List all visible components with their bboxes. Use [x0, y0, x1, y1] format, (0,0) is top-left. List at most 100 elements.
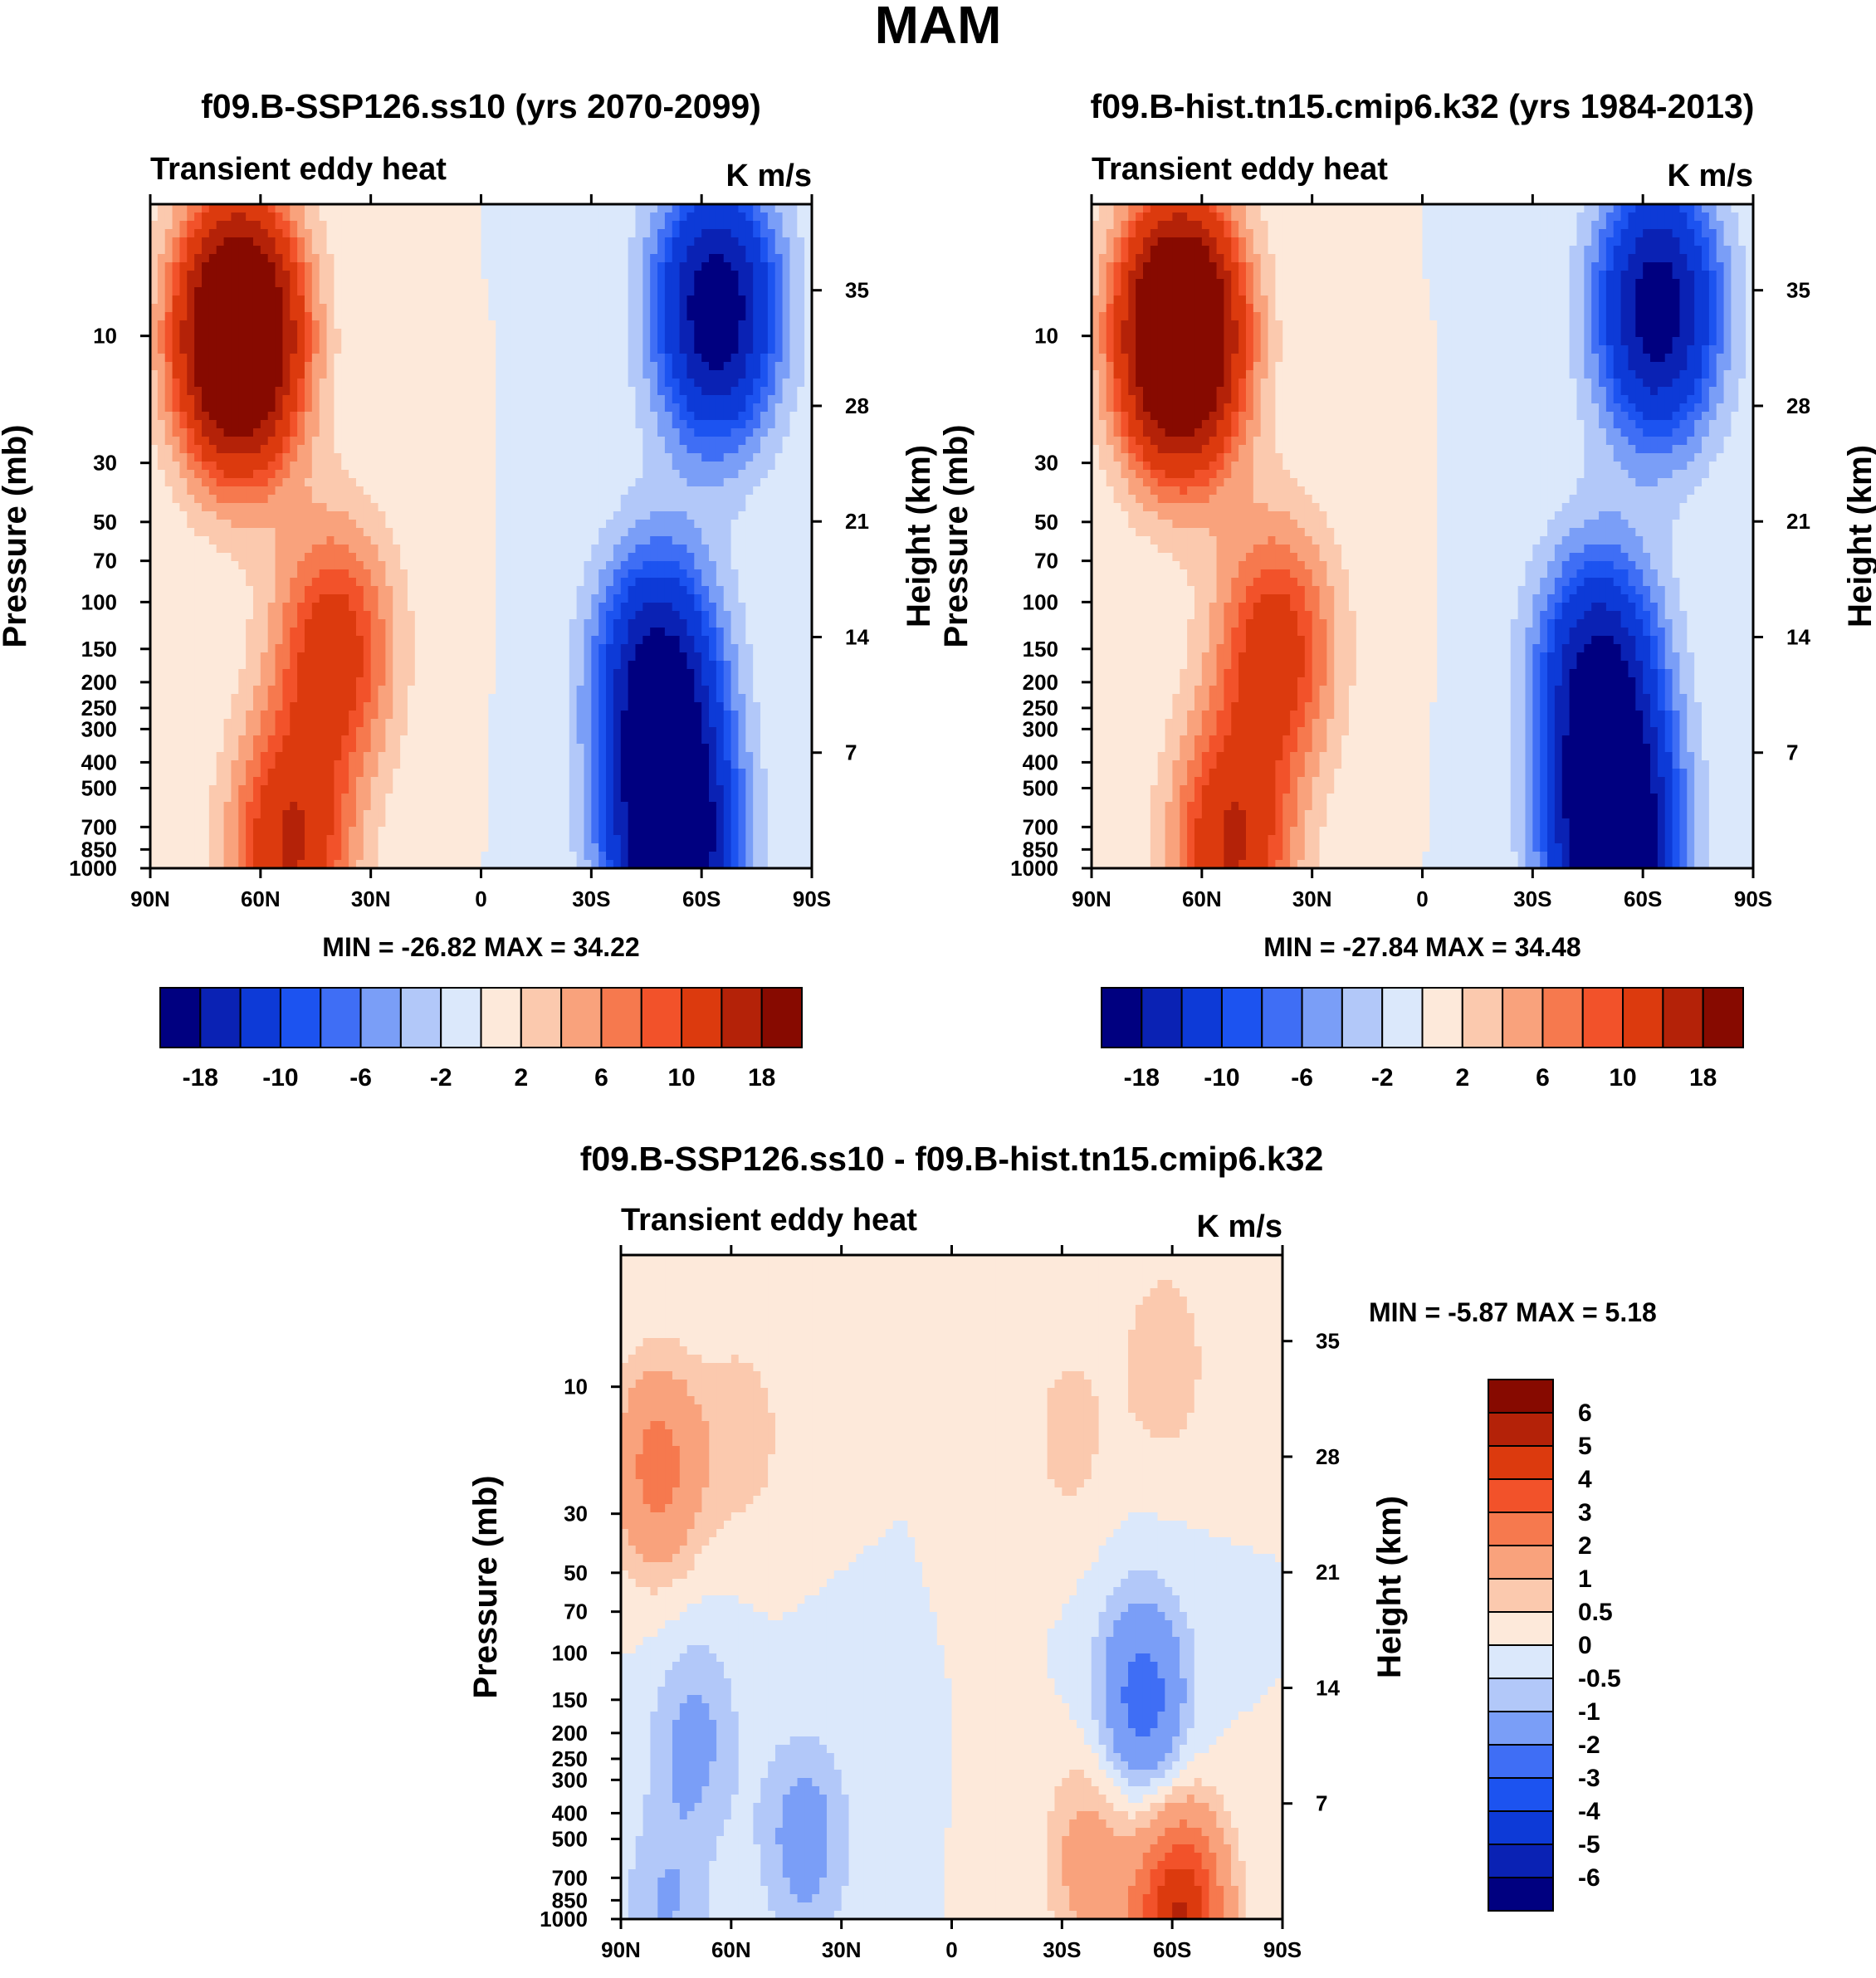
heat-cell [532, 428, 540, 437]
heat-cell [363, 354, 372, 363]
heat-cell [804, 528, 813, 537]
heat-cell [319, 287, 328, 296]
heat-cell [297, 569, 305, 579]
heat-cell [672, 495, 681, 504]
heat-cell [657, 578, 666, 587]
heat-cell [164, 628, 173, 637]
heat-cell [716, 279, 725, 288]
heat-cell [297, 403, 305, 413]
heat-cell [753, 528, 761, 537]
heat-cell [363, 403, 372, 413]
heat-cell [334, 320, 342, 330]
heat-cell [311, 320, 320, 330]
heat-cell [730, 262, 740, 271]
heat-cell [561, 246, 570, 255]
heat-cell [150, 603, 159, 612]
heat-cell [407, 569, 416, 579]
heat-cell [334, 445, 342, 454]
heat-cell [150, 586, 159, 595]
heat-cell [311, 495, 320, 504]
heat-cell [282, 428, 291, 437]
heat-cell [164, 594, 173, 603]
heat-cell [561, 561, 570, 570]
heat-cell [282, 553, 291, 562]
heat-cell [238, 403, 247, 413]
heat-cell [503, 478, 511, 487]
heat-cell [716, 403, 725, 413]
heat-cell [554, 246, 563, 255]
heat-cell [466, 304, 475, 313]
heat-cell [554, 337, 563, 346]
heat-cell [179, 412, 188, 421]
heat-cell [481, 387, 489, 396]
heat-cell [694, 561, 702, 570]
heat-cell [517, 619, 526, 628]
heat-cell [452, 495, 460, 504]
heat-cell [466, 561, 475, 570]
heat-cell [223, 320, 232, 330]
heat-cell [172, 312, 181, 321]
heat-cell [650, 337, 658, 346]
heat-cell [150, 295, 159, 305]
heat-cell [201, 337, 210, 346]
heat-cell [730, 470, 740, 479]
heat-cell [782, 354, 791, 363]
heat-cell [569, 437, 578, 446]
heat-cell [290, 636, 298, 645]
heat-cell [429, 445, 437, 454]
heat-cell [282, 329, 291, 338]
heat-cell [208, 395, 217, 404]
heat-cell [385, 204, 393, 213]
heat-cell [694, 420, 702, 429]
heat-cell [326, 262, 335, 271]
heat-cell [738, 478, 746, 487]
heat-cell [157, 428, 166, 437]
heat-cell [782, 295, 791, 305]
heat-cell [709, 204, 717, 213]
heat-cell [804, 569, 813, 579]
heat-cell [540, 362, 548, 371]
heat-cell [496, 437, 504, 446]
heat-cell [201, 345, 210, 354]
heat-cell [290, 262, 298, 271]
heat-cell [282, 462, 291, 471]
heat-cell [444, 279, 452, 288]
heat-cell [672, 569, 681, 579]
heat-cell [150, 636, 159, 645]
heat-cell [223, 420, 232, 429]
heat-cell [150, 221, 159, 230]
heat-cell [672, 578, 681, 587]
heat-cell [620, 370, 629, 379]
heat-cell [370, 628, 379, 637]
heat-cell [297, 295, 305, 305]
heat-cell [290, 287, 298, 296]
heat-cell [260, 212, 269, 222]
heat-cell [311, 636, 320, 645]
heat-cell [642, 329, 651, 338]
heat-cell [208, 445, 217, 454]
heat-cell [393, 470, 401, 479]
heat-cell [650, 462, 658, 471]
heat-cell [569, 412, 578, 421]
heat-cell [642, 553, 651, 562]
heat-cell [208, 520, 217, 529]
heat-cell [452, 287, 460, 296]
heat-cell [488, 246, 496, 255]
heat-cell [584, 644, 592, 653]
heat-cell [429, 428, 437, 437]
heat-cell [628, 520, 637, 529]
heat-cell [679, 445, 688, 454]
heat-cell [686, 287, 695, 296]
heat-cell [694, 262, 702, 271]
heat-cell [201, 561, 210, 570]
heat-cell [157, 212, 166, 222]
heat-cell [290, 661, 298, 670]
heat-cell [267, 337, 276, 346]
heat-cell [709, 287, 717, 296]
heat-cell [282, 445, 291, 454]
heat-cell [730, 511, 740, 520]
heat-cell [672, 412, 681, 421]
heat-cell [282, 619, 291, 628]
heat-cell [201, 229, 210, 238]
heat-cell [620, 511, 629, 520]
